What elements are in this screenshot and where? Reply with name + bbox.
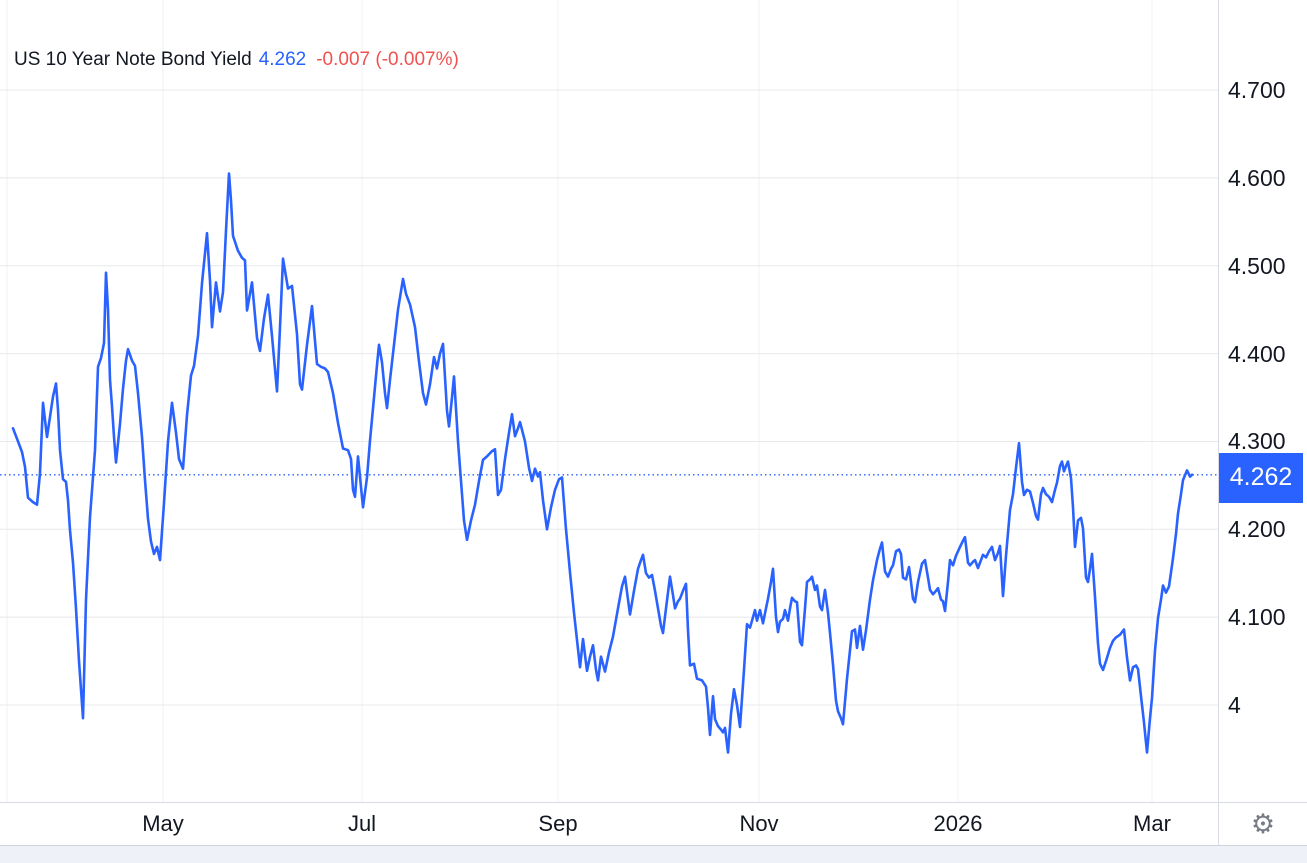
x-axis-label: Nov	[739, 811, 779, 836]
x-axis-label: Jul	[347, 811, 377, 836]
x-axis-label: May	[142, 811, 184, 836]
y-axis-label: 4	[1228, 692, 1241, 719]
price-axis[interactable]: 4.262 4.700 4.600 4.500 4.400 4.300 4.200 4.10…	[1218, 0, 1307, 845]
price-chart-canvas	[0, 0, 1218, 802]
gear-icon[interactable]: ⚙	[1250, 808, 1276, 839]
y-axis-label: 4.300	[1228, 428, 1286, 455]
x-axis-label: 2026	[933, 811, 983, 836]
bottom-strip	[0, 845, 1307, 863]
y-axis-label: 4.600	[1228, 164, 1286, 191]
y-axis-label: 4.700	[1228, 77, 1286, 103]
price-line-series	[11, 172, 1194, 754]
plot-area[interactable]: US 10 Year Note Bond Yield 4.262 -0.007 (-…	[0, 0, 1218, 802]
last-value: 4.262	[258, 49, 307, 70]
y-axis-label: 4.500	[1228, 252, 1286, 279]
change-value: -0.007 (-0.007%)	[316, 49, 459, 70]
axis-settings-corner[interactable]: ⚙	[1218, 802, 1307, 845]
last-price-label: 4.262	[1219, 452, 1303, 503]
time-axis[interactable]: May Jul Sep Nov 2026 Mar	[0, 802, 1218, 845]
symbol-name: US 10 Year Note Bond Yield	[14, 49, 252, 70]
y-axis-label: 4.400	[1228, 340, 1286, 367]
symbol-legend[interactable]: US 10 Year Note Bond Yield 4.262 -0.007 (-…	[14, 48, 459, 72]
y-axis-label: 4.100	[1228, 604, 1286, 631]
x-axis-label: Sep	[538, 811, 578, 836]
y-axis-label: 4.200	[1228, 516, 1286, 543]
x-axis-label: Mar	[1133, 811, 1171, 836]
